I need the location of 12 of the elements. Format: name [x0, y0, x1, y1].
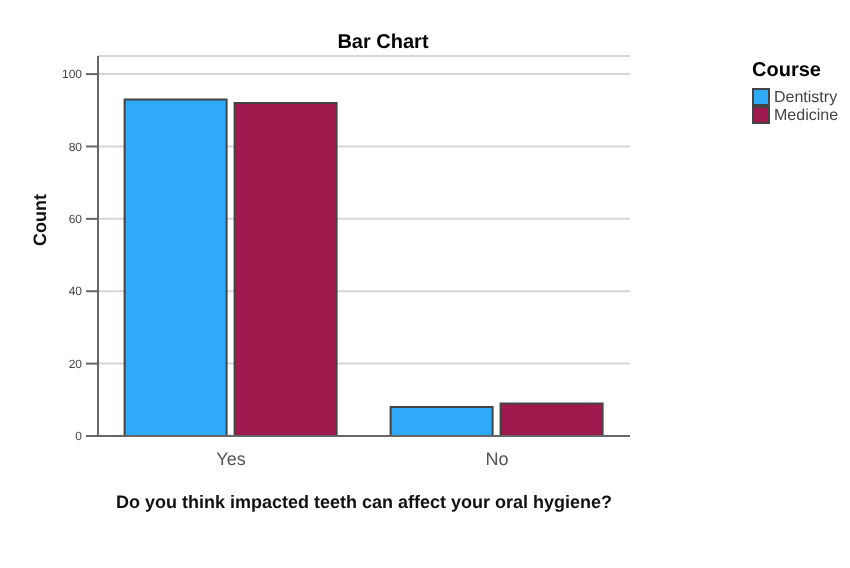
y-axis-title: Count: [30, 194, 51, 246]
bar: [499, 402, 604, 436]
bar: [389, 406, 494, 436]
chart-title: Bar Chart: [335, 32, 431, 54]
x-axis-title: Do you think impacted teeth can affect your oral hygiene?: [115, 492, 613, 512]
legend-title: Course: [752, 60, 823, 82]
bar: [123, 98, 228, 436]
x-tick-label: Yes: [216, 448, 247, 469]
legend-label: Medicine: [772, 106, 841, 124]
bar: [233, 102, 338, 436]
x-tick-label: No: [485, 448, 509, 469]
legend-label: Dentistry: [772, 88, 840, 106]
